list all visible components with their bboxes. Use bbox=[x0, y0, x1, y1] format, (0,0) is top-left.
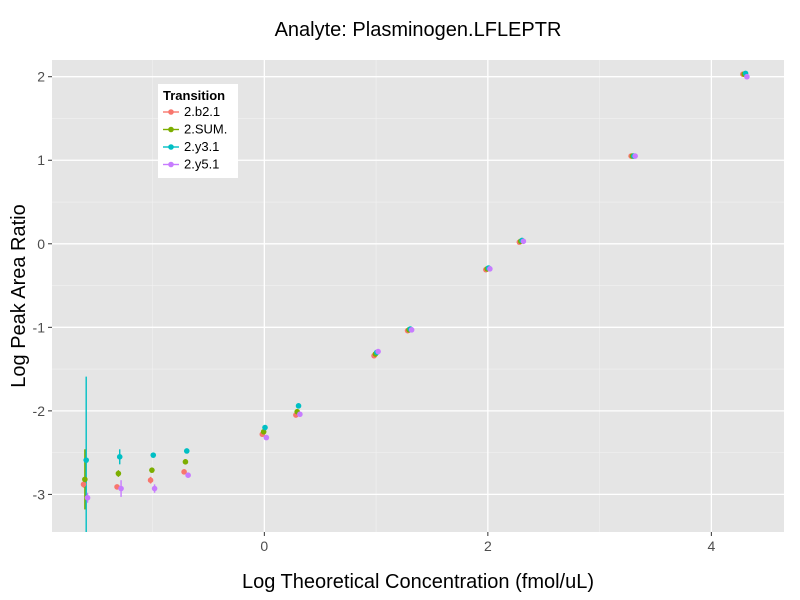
legend-key-point bbox=[168, 109, 174, 115]
data-point bbox=[295, 403, 302, 409]
data-points bbox=[80, 70, 750, 501]
data-point bbox=[150, 452, 157, 458]
legend-items: 2.b2.1 2.SUM. 2.y3.1 2.y5.1 bbox=[163, 104, 227, 172]
data-point bbox=[375, 348, 381, 355]
legend-label: 2.b2.1 bbox=[184, 104, 220, 119]
data-point bbox=[408, 327, 415, 333]
data-point bbox=[185, 472, 191, 478]
data-point bbox=[181, 469, 187, 475]
legend-label: 2.y3.1 bbox=[184, 139, 219, 154]
axis-ticks: 0 2 4 -3 -2 -1 0 1 2 bbox=[33, 69, 716, 554]
legend: Transition 2.b2.1 2.SUM. 2.y3.1 2.y5.1 bbox=[158, 84, 238, 178]
data-point bbox=[149, 467, 155, 473]
legend-label: 2.y5.1 bbox=[184, 157, 219, 172]
data-point bbox=[263, 434, 270, 441]
data-point bbox=[183, 448, 190, 454]
y-tick-label: 2 bbox=[37, 69, 45, 85]
data-point bbox=[83, 457, 89, 463]
y-tick-label: 1 bbox=[37, 152, 45, 168]
data-point bbox=[115, 470, 122, 477]
data-point bbox=[632, 153, 638, 159]
data-point bbox=[744, 73, 750, 80]
y-tick-label: -1 bbox=[33, 319, 46, 335]
legend-key-point bbox=[168, 126, 174, 133]
data-point bbox=[116, 454, 123, 460]
data-point bbox=[80, 481, 87, 488]
data-point bbox=[520, 238, 527, 245]
data-point bbox=[262, 424, 268, 431]
data-point bbox=[147, 477, 154, 484]
legend-key-point bbox=[168, 144, 174, 150]
y-tick-label: 0 bbox=[37, 236, 45, 252]
data-point bbox=[297, 411, 303, 418]
legend-title: Transition bbox=[163, 88, 225, 103]
legend-key-point bbox=[168, 161, 174, 168]
x-tick-label: 0 bbox=[260, 538, 268, 554]
data-point bbox=[182, 459, 189, 465]
y-tick-label: -2 bbox=[33, 403, 46, 419]
data-point bbox=[487, 266, 493, 272]
chart-title: Analyte: Plasminogen.LFLEPTR bbox=[275, 19, 562, 41]
data-point bbox=[118, 485, 124, 492]
data-point bbox=[151, 485, 158, 492]
legend-label: 2.SUM. bbox=[184, 122, 227, 137]
data-point bbox=[82, 476, 88, 483]
y-axis-title: Log Peak Area Ratio bbox=[8, 204, 30, 387]
x-tick-label: 2 bbox=[484, 538, 492, 554]
x-axis-title: Log Theoretical Concentration (fmol/uL) bbox=[242, 571, 594, 593]
data-point bbox=[84, 494, 91, 501]
x-tick-label: 4 bbox=[707, 538, 715, 554]
y-tick-label: -3 bbox=[33, 486, 46, 502]
